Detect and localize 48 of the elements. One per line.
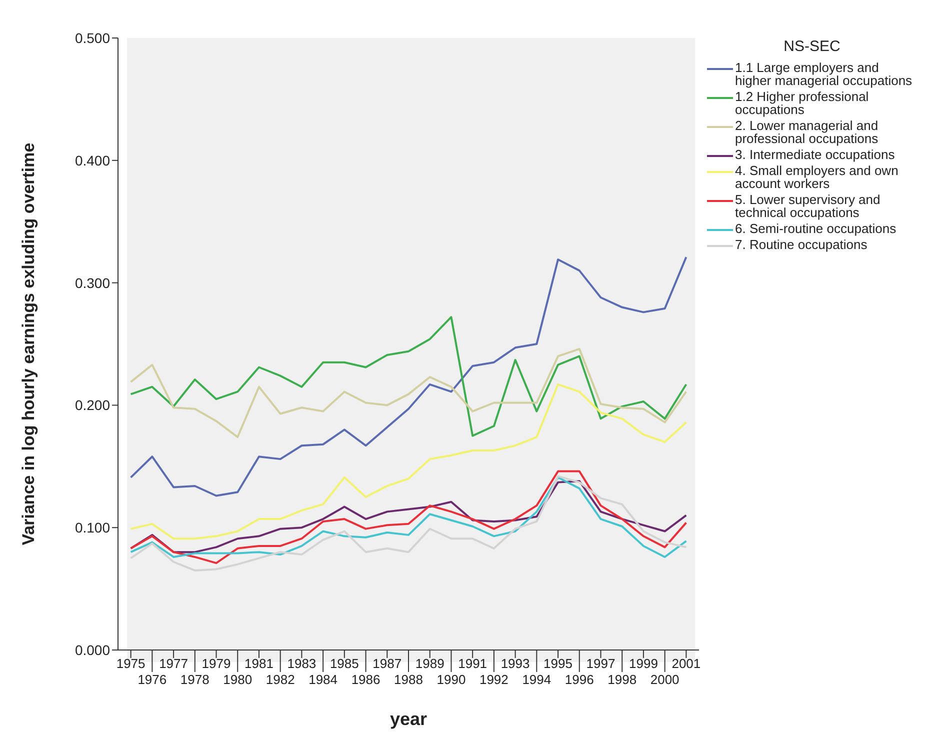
- y-tick-label: 0.400: [74, 152, 110, 168]
- x-tick-label: 1996: [564, 672, 594, 687]
- legend-label: 6. Semi-routine occupations: [735, 221, 896, 236]
- x-tick-label: 1998: [608, 672, 637, 687]
- x-tick-label: 1987: [372, 656, 402, 671]
- line-series: [130, 348, 688, 438]
- legend-title: NS-SEC: [782, 38, 842, 55]
- y-tick-label: 0.300: [74, 274, 110, 291]
- x-tick-label: 2001: [672, 656, 701, 671]
- x-tick-label: 1992: [479, 672, 508, 687]
- x-tick-label: 1995: [544, 656, 572, 671]
- x-tick-label: 1978: [180, 672, 210, 687]
- legend-label: 1.1 Large employers and higher managerial occupations: [735, 60, 914, 88]
- x-tick-label: 1979: [202, 656, 231, 671]
- legend-label: 1.2 Higher professional occupations: [735, 89, 870, 117]
- legend-label: 4. Small employers and own account workers: [735, 163, 900, 191]
- legend-label: 2. Lower managerial and professional occupations: [735, 118, 880, 146]
- x-axis-title: year: [390, 709, 428, 729]
- y-tick-label: 0.500: [74, 30, 110, 46]
- x-tick-label: 2000: [650, 672, 680, 687]
- line-series: [130, 316, 688, 437]
- x-tick-label: 1994: [522, 672, 552, 687]
- x-tick-label: 1983: [287, 656, 316, 671]
- x-tick-label: 1981: [244, 656, 274, 671]
- legend-label: 5. Lower supervisory and technical occupations: [735, 192, 882, 220]
- x-tick-label: 1975: [116, 656, 146, 671]
- x-tick-label: 1986: [351, 672, 380, 687]
- line-series: [130, 256, 688, 497]
- x-tick-label: 1990: [436, 672, 466, 687]
- y-tick-label: 0.200: [74, 397, 110, 414]
- x-tick-label: 1980: [223, 672, 252, 687]
- x-tick-label: 1988: [394, 672, 423, 687]
- x-tick-label: 1976: [138, 672, 167, 687]
- x-tick-label: 1982: [266, 672, 295, 687]
- legend-label: 7. Routine occupations: [735, 237, 868, 252]
- x-tick-label: 1999: [629, 656, 658, 671]
- line-series: [130, 383, 688, 540]
- y-tick-label: 0.000: [74, 642, 110, 658]
- y-axis-title: Variance in log hourly earnings exluding overtime: [19, 142, 38, 546]
- x-tick-label: 1985: [330, 656, 359, 671]
- y-tick-label: 0.100: [74, 520, 110, 536]
- legend-label: 3. Intermediate occupations: [735, 147, 895, 162]
- x-tick-label: 1993: [500, 656, 530, 671]
- x-tick-label: 1991: [458, 656, 488, 671]
- x-tick-label: 1984: [308, 672, 338, 687]
- x-tick-label: 1977: [159, 656, 188, 671]
- x-tick-label: 1997: [586, 656, 616, 671]
- x-tick-label: 1989: [415, 656, 444, 671]
